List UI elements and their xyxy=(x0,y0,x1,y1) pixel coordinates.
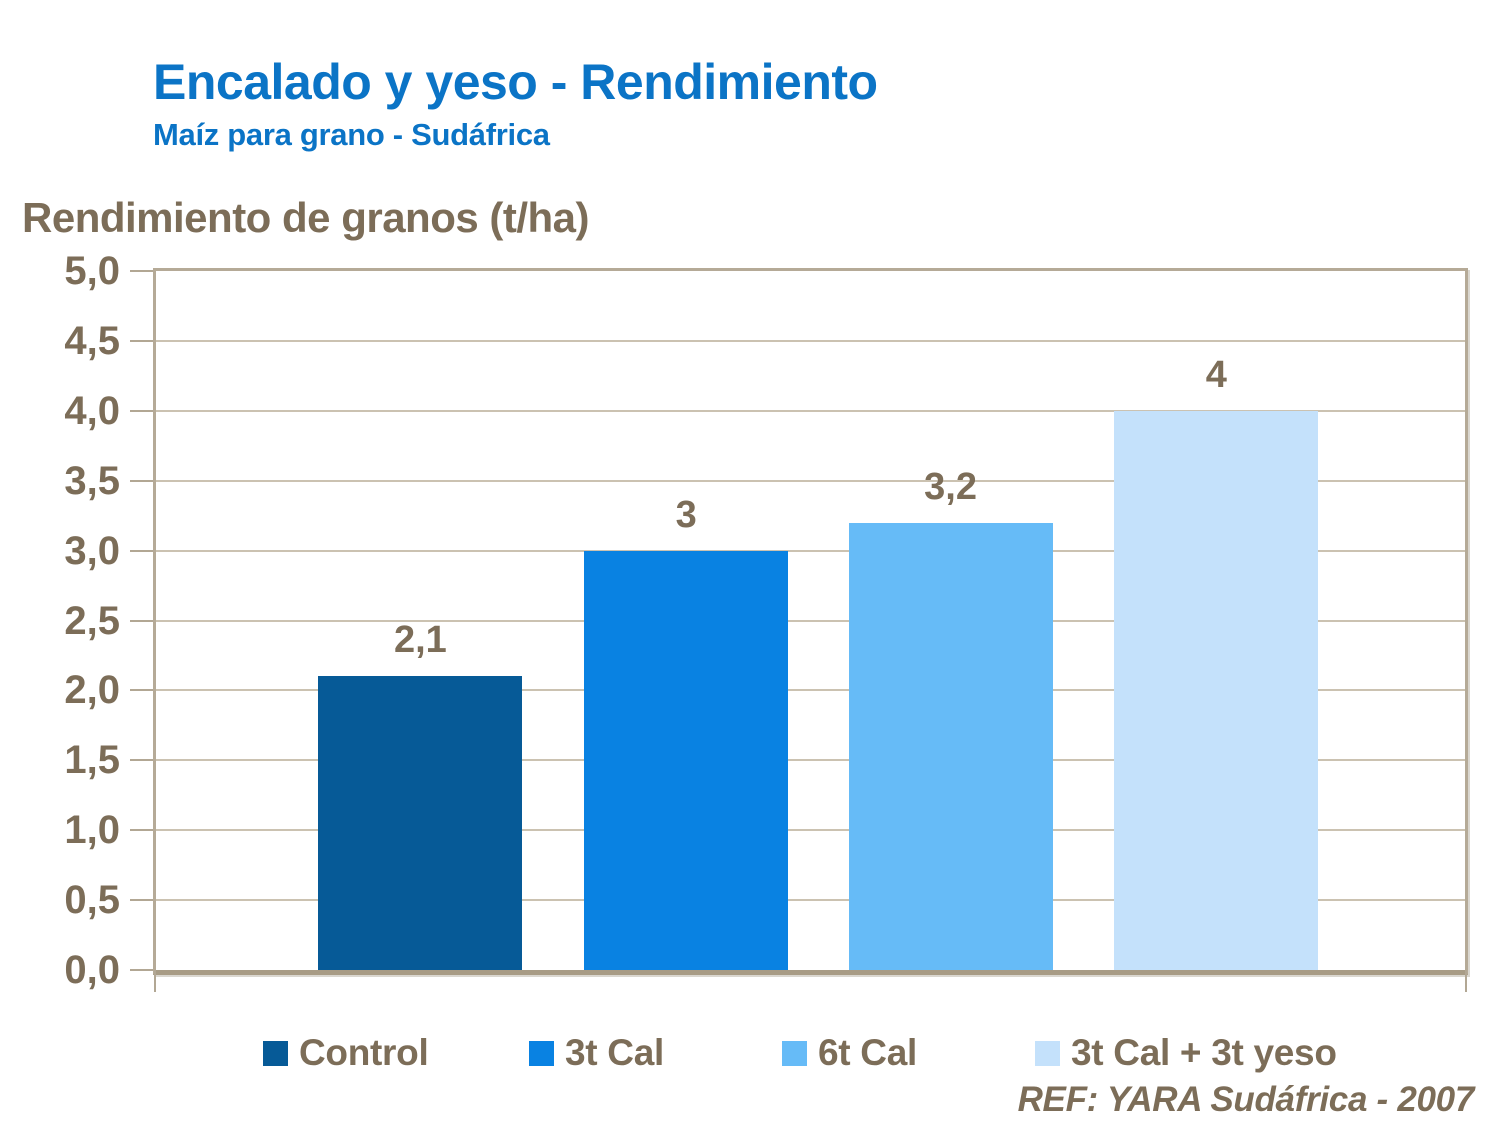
gridline-2,5 xyxy=(156,619,1465,622)
gridline-1,5 xyxy=(156,759,1465,762)
bar-group-6t Cal: 3,2 xyxy=(848,466,1053,970)
bar-group-3t Cal + 3t yeso: 4 xyxy=(1114,354,1319,970)
legend: Control 3t Cal 6t Cal 3t Cal + 3t yeso xyxy=(0,1028,1500,1078)
x-axis-tick-right xyxy=(1465,970,1467,992)
y-axis-tick-1,5 xyxy=(130,759,153,762)
legend-label: 3t Cal xyxy=(565,1032,664,1073)
y-axis-label-3,5: 3,5 xyxy=(64,458,120,503)
legend-label: 3t Cal + 3t yeso xyxy=(1071,1032,1337,1073)
legend-swatch-icon xyxy=(782,1040,807,1066)
x-axis-tick-left xyxy=(154,970,156,992)
y-axis-label-0,5: 0,5 xyxy=(64,878,120,923)
bar-6t Cal xyxy=(848,522,1053,970)
y-axis-label-5,0: 5,0 xyxy=(64,249,120,293)
y-axis-label-1,0: 1,0 xyxy=(64,808,120,853)
legend-swatch-icon xyxy=(529,1040,554,1066)
legend-swatch-icon xyxy=(263,1040,288,1066)
legend-label: 6t Cal xyxy=(818,1032,917,1073)
legend-item-Control: Control xyxy=(263,1028,429,1078)
gridline-4,0 xyxy=(156,409,1465,412)
bar-3t Cal xyxy=(584,550,789,970)
y-axis-label-4,0: 4,0 xyxy=(64,388,120,433)
bar-value-label: 2,1 xyxy=(393,619,447,662)
y-axis-label-4,5: 4,5 xyxy=(64,318,120,363)
gridline-3,5 xyxy=(156,479,1465,482)
legend-swatch-icon xyxy=(1035,1040,1060,1066)
slide-subtitle: Maíz para grano - Sudáfrica xyxy=(153,116,550,152)
slide-title: Encalado y yeso - Rendimiento xyxy=(153,54,878,110)
y-axis-title: Rendimiento de granos (t/ha) xyxy=(22,194,590,241)
bar-value-label: 3 xyxy=(675,493,697,536)
y-axis-tick-3,5 xyxy=(130,479,153,482)
legend-item-3t Cal + 3t yeso: 3t Cal + 3t yeso xyxy=(1035,1028,1337,1078)
header: Encalado y yeso - Rendimiento Maíz para … xyxy=(153,56,878,153)
bar-group-Control: 2,1 xyxy=(318,619,523,970)
gridline-0,5 xyxy=(156,899,1465,902)
legend-label: Control xyxy=(299,1032,429,1073)
legend-item-3t Cal: 3t Cal xyxy=(529,1028,664,1078)
gridline-2,0 xyxy=(156,689,1465,692)
y-axis-label-2,5: 2,5 xyxy=(64,598,120,643)
gridline-3,0 xyxy=(156,549,1465,552)
y-axis-tick-4,5 xyxy=(130,339,153,342)
y-axis-tick-1,0 xyxy=(130,829,153,832)
bar-3t Cal + 3t yeso xyxy=(1114,410,1319,970)
bar-value-label: 4 xyxy=(1205,353,1227,396)
plot-area: 0,0 0,5 1,0 1,5 2,0 2,5 3,0 3,5 4,0 4,5 5,0 2,1 3 3,2… xyxy=(64,249,1468,992)
bar-value-label: 3,2 xyxy=(924,465,977,508)
y-axis-tick-2,5 xyxy=(130,619,153,622)
y-axis-tick-2,0 xyxy=(130,689,153,692)
y-axis-label-3,0: 3,0 xyxy=(64,528,120,573)
y-axis-label-1,5: 1,5 xyxy=(64,738,120,783)
gridline-1,0 xyxy=(156,829,1465,832)
y-axis-tick-3,0 xyxy=(130,549,153,552)
y-axis-label-0,0: 0,0 xyxy=(64,948,120,992)
y-axis-tick-4,0 xyxy=(130,409,153,412)
reference-text: REF: YARA Sudáfrica - 2007 xyxy=(1017,1080,1475,1119)
legend-item-6t Cal: 6t Cal xyxy=(782,1028,917,1078)
y-axis-tick-0,0 xyxy=(130,969,153,971)
y-axis-tick-5,0 xyxy=(130,270,153,272)
bar-Control xyxy=(318,676,523,970)
gridline-4,5 xyxy=(156,339,1465,342)
y-axis-tick-0,5 xyxy=(130,899,153,902)
y-axis-label-2,0: 2,0 xyxy=(64,668,120,713)
bar-group-3t Cal: 3 xyxy=(584,494,789,970)
